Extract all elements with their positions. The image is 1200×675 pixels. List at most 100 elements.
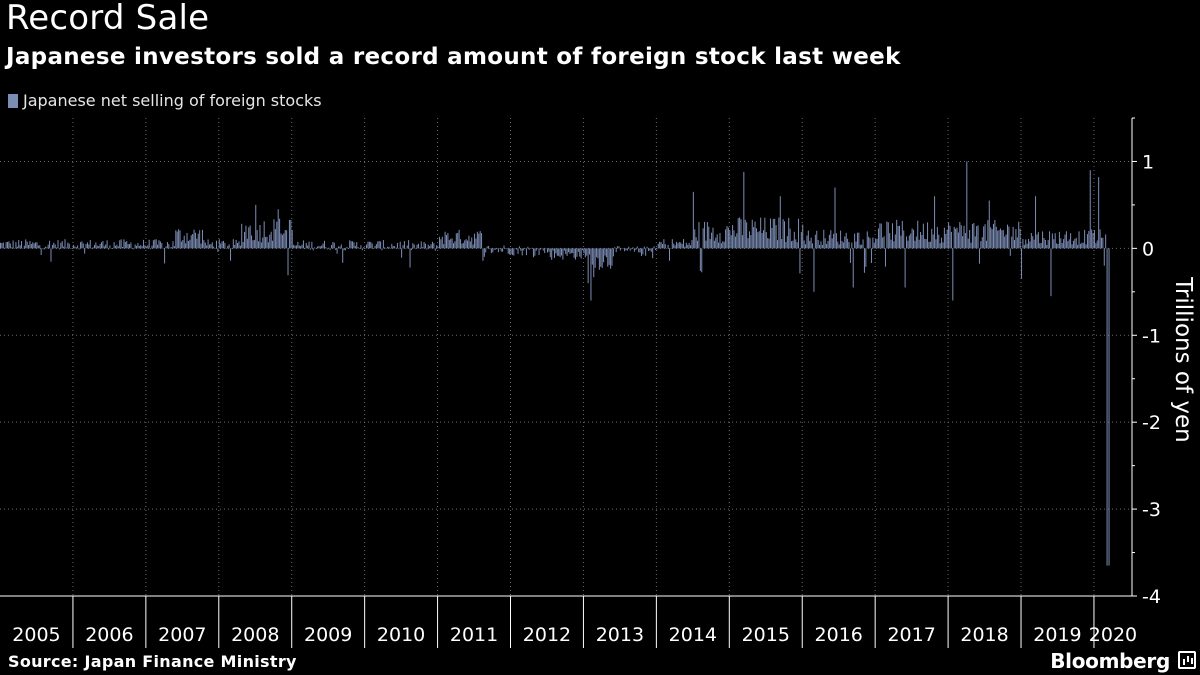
- weekly-bar: [458, 229, 460, 249]
- weekly-bar: [330, 245, 332, 249]
- weekly-bar: [757, 232, 759, 249]
- weekly-bar: [572, 248, 574, 254]
- weekly-bar: [868, 236, 870, 249]
- weekly-bar: [8, 241, 10, 249]
- weekly-bar: [697, 240, 699, 249]
- weekly-bar: [1025, 239, 1027, 249]
- weekly-bar: [305, 243, 307, 249]
- weekly-bar: [485, 248, 487, 253]
- weekly-bar: [514, 248, 516, 249]
- weekly-bar: [482, 248, 484, 261]
- weekly-bar: [966, 161, 968, 249]
- weekly-bar: [279, 218, 281, 249]
- weekly-bar: [401, 248, 403, 258]
- weekly-bar: [1060, 238, 1062, 249]
- weekly-bar: [779, 196, 781, 249]
- weekly-bar: [109, 245, 111, 249]
- weekly-bar: [469, 241, 471, 249]
- weekly-bar: [737, 218, 739, 249]
- weekly-bar: [518, 246, 520, 249]
- weekly-bar: [269, 234, 271, 249]
- weekly-bar: [409, 248, 411, 268]
- weekly-bar: [604, 248, 606, 256]
- weekly-bar: [997, 230, 999, 249]
- weekly-bar: [559, 248, 561, 258]
- weekly-bar: [624, 248, 626, 252]
- weekly-bar: [984, 224, 986, 249]
- weekly-bar: [395, 247, 397, 249]
- weekly-bar: [238, 241, 240, 249]
- weekly-bar: [1077, 244, 1079, 249]
- weekly-bar: [374, 246, 376, 249]
- weekly-bar: [85, 244, 87, 249]
- weekly-bar: [82, 243, 84, 249]
- weekly-bar: [444, 231, 446, 249]
- weekly-bar: [722, 241, 724, 249]
- weekly-bar: [657, 243, 659, 249]
- weekly-bar: [472, 244, 474, 249]
- weekly-bar: [1054, 233, 1056, 249]
- weekly-bar: [629, 248, 631, 251]
- weekly-bar: [805, 244, 807, 249]
- weekly-bar: [660, 241, 662, 249]
- weekly-bar: [626, 248, 628, 251]
- weekly-bar: [869, 238, 871, 249]
- weekly-bar: [674, 245, 676, 249]
- weekly-bar: [553, 248, 555, 258]
- weekly-bar: [953, 226, 955, 249]
- weekly-bar: [483, 248, 485, 257]
- weekly-bar: [1005, 234, 1007, 249]
- weekly-bar: [769, 218, 771, 249]
- weekly-bar: [342, 248, 344, 263]
- weekly-bar: [30, 243, 32, 249]
- weekly-bar: [36, 242, 38, 249]
- weekly-bar: [541, 247, 543, 249]
- weekly-bar: [614, 247, 616, 249]
- weekly-bar: [645, 248, 647, 256]
- weekly-bar: [821, 244, 823, 249]
- weekly-bar: [273, 219, 275, 249]
- weekly-bar: [301, 244, 303, 249]
- weekly-bar: [917, 220, 919, 249]
- weekly-bar: [183, 235, 185, 249]
- weekly-bar: [882, 237, 884, 249]
- weekly-bar: [932, 234, 934, 249]
- y-tick-label: -2: [1142, 412, 1161, 434]
- weekly-bar: [225, 248, 227, 249]
- weekly-bar: [904, 248, 906, 288]
- weekly-bar: [154, 239, 156, 249]
- weekly-bar: [283, 233, 285, 249]
- weekly-bar: [925, 239, 927, 249]
- weekly-bar: [691, 240, 693, 249]
- weekly-bar: [964, 233, 966, 249]
- weekly-bar: [475, 238, 477, 249]
- weekly-bar: [325, 247, 327, 249]
- weekly-bar: [345, 248, 347, 251]
- weekly-bar: [161, 243, 163, 249]
- weekly-bar: [403, 241, 405, 249]
- weekly-bar: [252, 240, 254, 249]
- weekly-bar: [499, 248, 501, 249]
- weekly-bar: [734, 236, 736, 249]
- weekly-bar: [549, 248, 551, 258]
- weekly-bar: [1046, 244, 1048, 249]
- weekly-bar: [545, 247, 547, 249]
- weekly-bar: [546, 248, 548, 253]
- weekly-bar: [424, 243, 426, 249]
- weekly-bar: [913, 229, 915, 249]
- weekly-bar: [1074, 238, 1076, 249]
- weekly-bar: [490, 248, 492, 254]
- weekly-bar: [159, 241, 161, 249]
- weekly-bar: [830, 230, 832, 249]
- weekly-bar: [430, 244, 432, 249]
- weekly-bar: [701, 248, 703, 273]
- weekly-bar: [22, 247, 24, 249]
- weekly-bar: [107, 248, 109, 250]
- weekly-bar: [1088, 231, 1090, 249]
- weekly-bar: [744, 219, 746, 249]
- weekly-bar: [178, 229, 180, 249]
- weekly-bar: [294, 245, 296, 249]
- weekly-bar: [180, 241, 182, 249]
- weekly-bar: [263, 221, 265, 249]
- weekly-bar: [969, 229, 971, 249]
